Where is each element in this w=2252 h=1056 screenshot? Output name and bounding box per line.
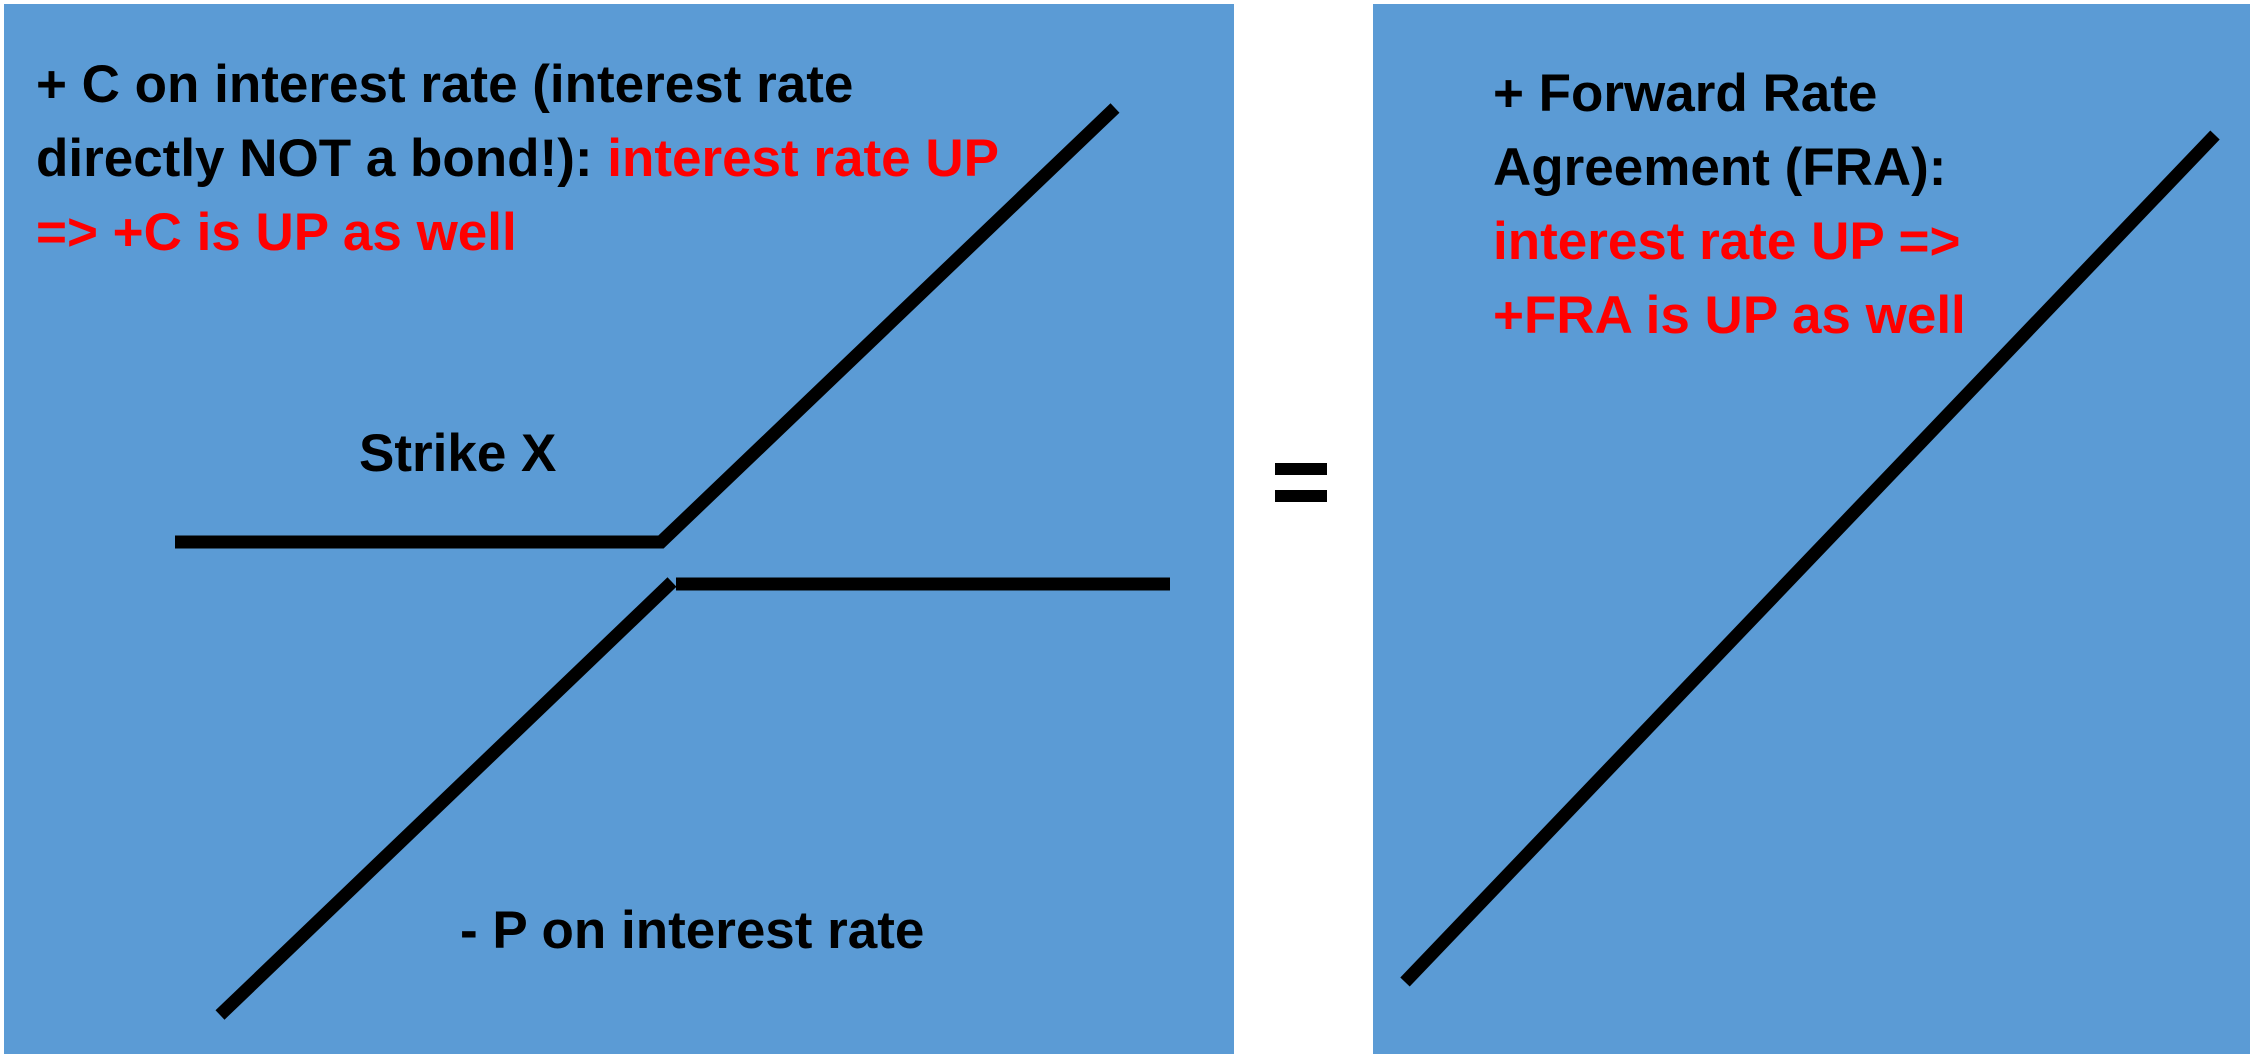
long-call-payoff-line (175, 103, 1120, 549)
fra-label-text: + Forward Rate Agreement (FRA): (1493, 64, 1947, 197)
long-call-label-text: + C on interest rate (interest rate dire… (36, 55, 854, 188)
call-put-panel (4, 4, 1234, 1054)
fra-label: + Forward Rate Agreement (FRA): interest… (1493, 57, 2053, 353)
fra-highlight-text: interest rate UP => +FRA is UP as well (1493, 212, 1966, 345)
equals-sign (1275, 463, 1327, 503)
long-call-label: + C on interest rate (interest rate dire… (36, 48, 1046, 270)
fra-panel (1373, 4, 2250, 1054)
fra-payoff-line (1400, 130, 2220, 987)
long-call-highlight-text: interest rate UP => +C is UP as well (36, 129, 999, 262)
short-put-label: - P on interest rate (460, 901, 925, 960)
short-put-payoff-line (215, 577, 677, 1020)
strike-label: Strike X (359, 424, 557, 483)
